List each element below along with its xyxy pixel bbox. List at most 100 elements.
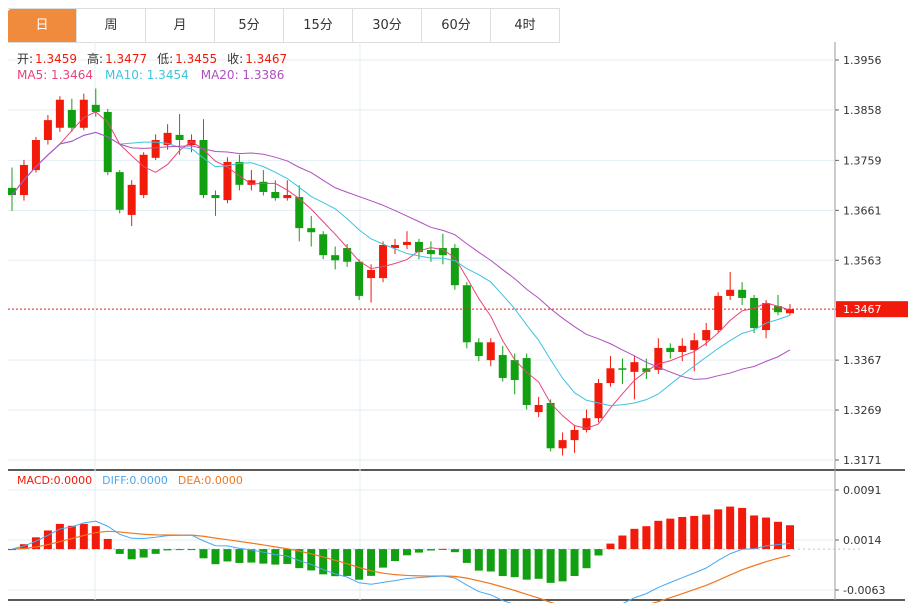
candle-body	[331, 255, 340, 261]
candle-body	[498, 355, 507, 378]
candle	[79, 93, 88, 131]
macd-bar	[295, 549, 304, 569]
macd-bar	[606, 543, 615, 550]
macd-bar	[139, 549, 148, 558]
macd-bar	[187, 549, 196, 551]
candle	[690, 333, 699, 372]
macd-bar	[702, 514, 711, 550]
tab-15min[interactable]: 15分	[284, 9, 353, 42]
macd-bar	[486, 549, 495, 572]
candle-body	[31, 140, 40, 171]
macd-bar	[558, 549, 567, 582]
macd-bar	[367, 549, 376, 576]
candle	[307, 215, 316, 247]
macd-bar	[355, 549, 364, 580]
ma20-value: MA20: 1.3386	[200, 68, 285, 82]
candle-body	[8, 187, 16, 196]
macd-bar	[31, 537, 40, 550]
candle	[534, 396, 543, 418]
candle-body	[343, 248, 352, 262]
candle-body	[175, 134, 184, 140]
macd-bar	[211, 549, 220, 565]
macd-bar	[175, 549, 184, 551]
tab-30min[interactable]: 30分	[353, 9, 422, 42]
candle-body	[774, 306, 783, 313]
ma5-line	[11, 111, 791, 429]
macd-bar	[271, 549, 280, 565]
candle-body	[355, 261, 364, 296]
candle-body	[115, 172, 124, 210]
candle	[774, 294, 783, 316]
candle	[127, 180, 136, 227]
candle	[462, 282, 471, 349]
candle-body	[151, 140, 160, 158]
current-price-label: 1.3467	[843, 303, 882, 316]
tab-week[interactable]: 周	[77, 9, 146, 42]
candle-body	[55, 99, 64, 128]
macd-bar	[450, 549, 459, 553]
candle	[606, 356, 615, 387]
tab-4hour[interactable]: 4时	[491, 9, 560, 42]
candle	[67, 98, 76, 132]
macd-histogram	[8, 506, 794, 583]
candle	[8, 167, 16, 211]
candle	[259, 170, 268, 196]
tab-day[interactable]: 日	[8, 9, 77, 42]
macd-bar	[402, 549, 411, 556]
price-tick-label: 1.3956	[843, 54, 882, 67]
macd-bar	[726, 506, 735, 550]
candle	[151, 134, 160, 160]
candle-body	[486, 342, 495, 361]
macd-bar	[582, 549, 591, 569]
macd-bar	[642, 526, 651, 550]
price-tick-label: 1.3367	[843, 354, 882, 367]
macd-bar	[223, 549, 232, 562]
candle-body	[726, 289, 735, 296]
macd-bar	[630, 528, 639, 550]
candle	[762, 300, 771, 339]
candle	[295, 185, 304, 242]
candle-body	[534, 404, 543, 413]
candle	[618, 358, 627, 385]
candle-body	[522, 358, 531, 405]
macd-bar	[690, 515, 699, 550]
low-value: 1.3455	[175, 52, 218, 66]
candle-body	[594, 383, 603, 419]
macd-readout: MACD:0.0000 DIFF:0.0000 DEA:0.0000	[17, 474, 245, 487]
candle	[247, 170, 256, 191]
ma10-line	[11, 131, 791, 407]
candle	[223, 157, 232, 204]
candles	[8, 88, 794, 456]
tab-month[interactable]: 月	[146, 9, 215, 42]
macd-bar	[43, 530, 52, 550]
high-label: 高:	[87, 52, 104, 66]
candle-body	[211, 195, 220, 199]
macd-bar	[534, 549, 543, 579]
candle	[187, 134, 196, 153]
high-value: 1.3477	[105, 52, 148, 66]
close-label: 收:	[227, 52, 244, 66]
price-tick-label: 1.3759	[843, 154, 882, 167]
macd-tick-label: -0.0063	[843, 584, 885, 597]
tab-5min[interactable]: 5分	[215, 9, 284, 42]
candle	[379, 241, 388, 283]
candle	[115, 170, 124, 214]
close-value: 1.3467	[245, 52, 288, 66]
macd-bar	[522, 549, 531, 580]
macd-bar	[319, 549, 328, 575]
candle	[666, 343, 675, 359]
candle	[211, 190, 220, 216]
candle-body	[558, 440, 567, 449]
candle-body	[199, 140, 208, 196]
candle	[582, 409, 591, 433]
macd-bar	[762, 517, 771, 550]
tab-60min[interactable]: 60分	[422, 9, 491, 42]
candle-body	[187, 140, 196, 146]
macd-bar	[750, 515, 759, 550]
candle-body	[450, 248, 459, 286]
macd-bar	[786, 525, 794, 550]
candle	[570, 424, 579, 453]
macd-bar	[462, 549, 471, 563]
candle	[702, 322, 711, 346]
